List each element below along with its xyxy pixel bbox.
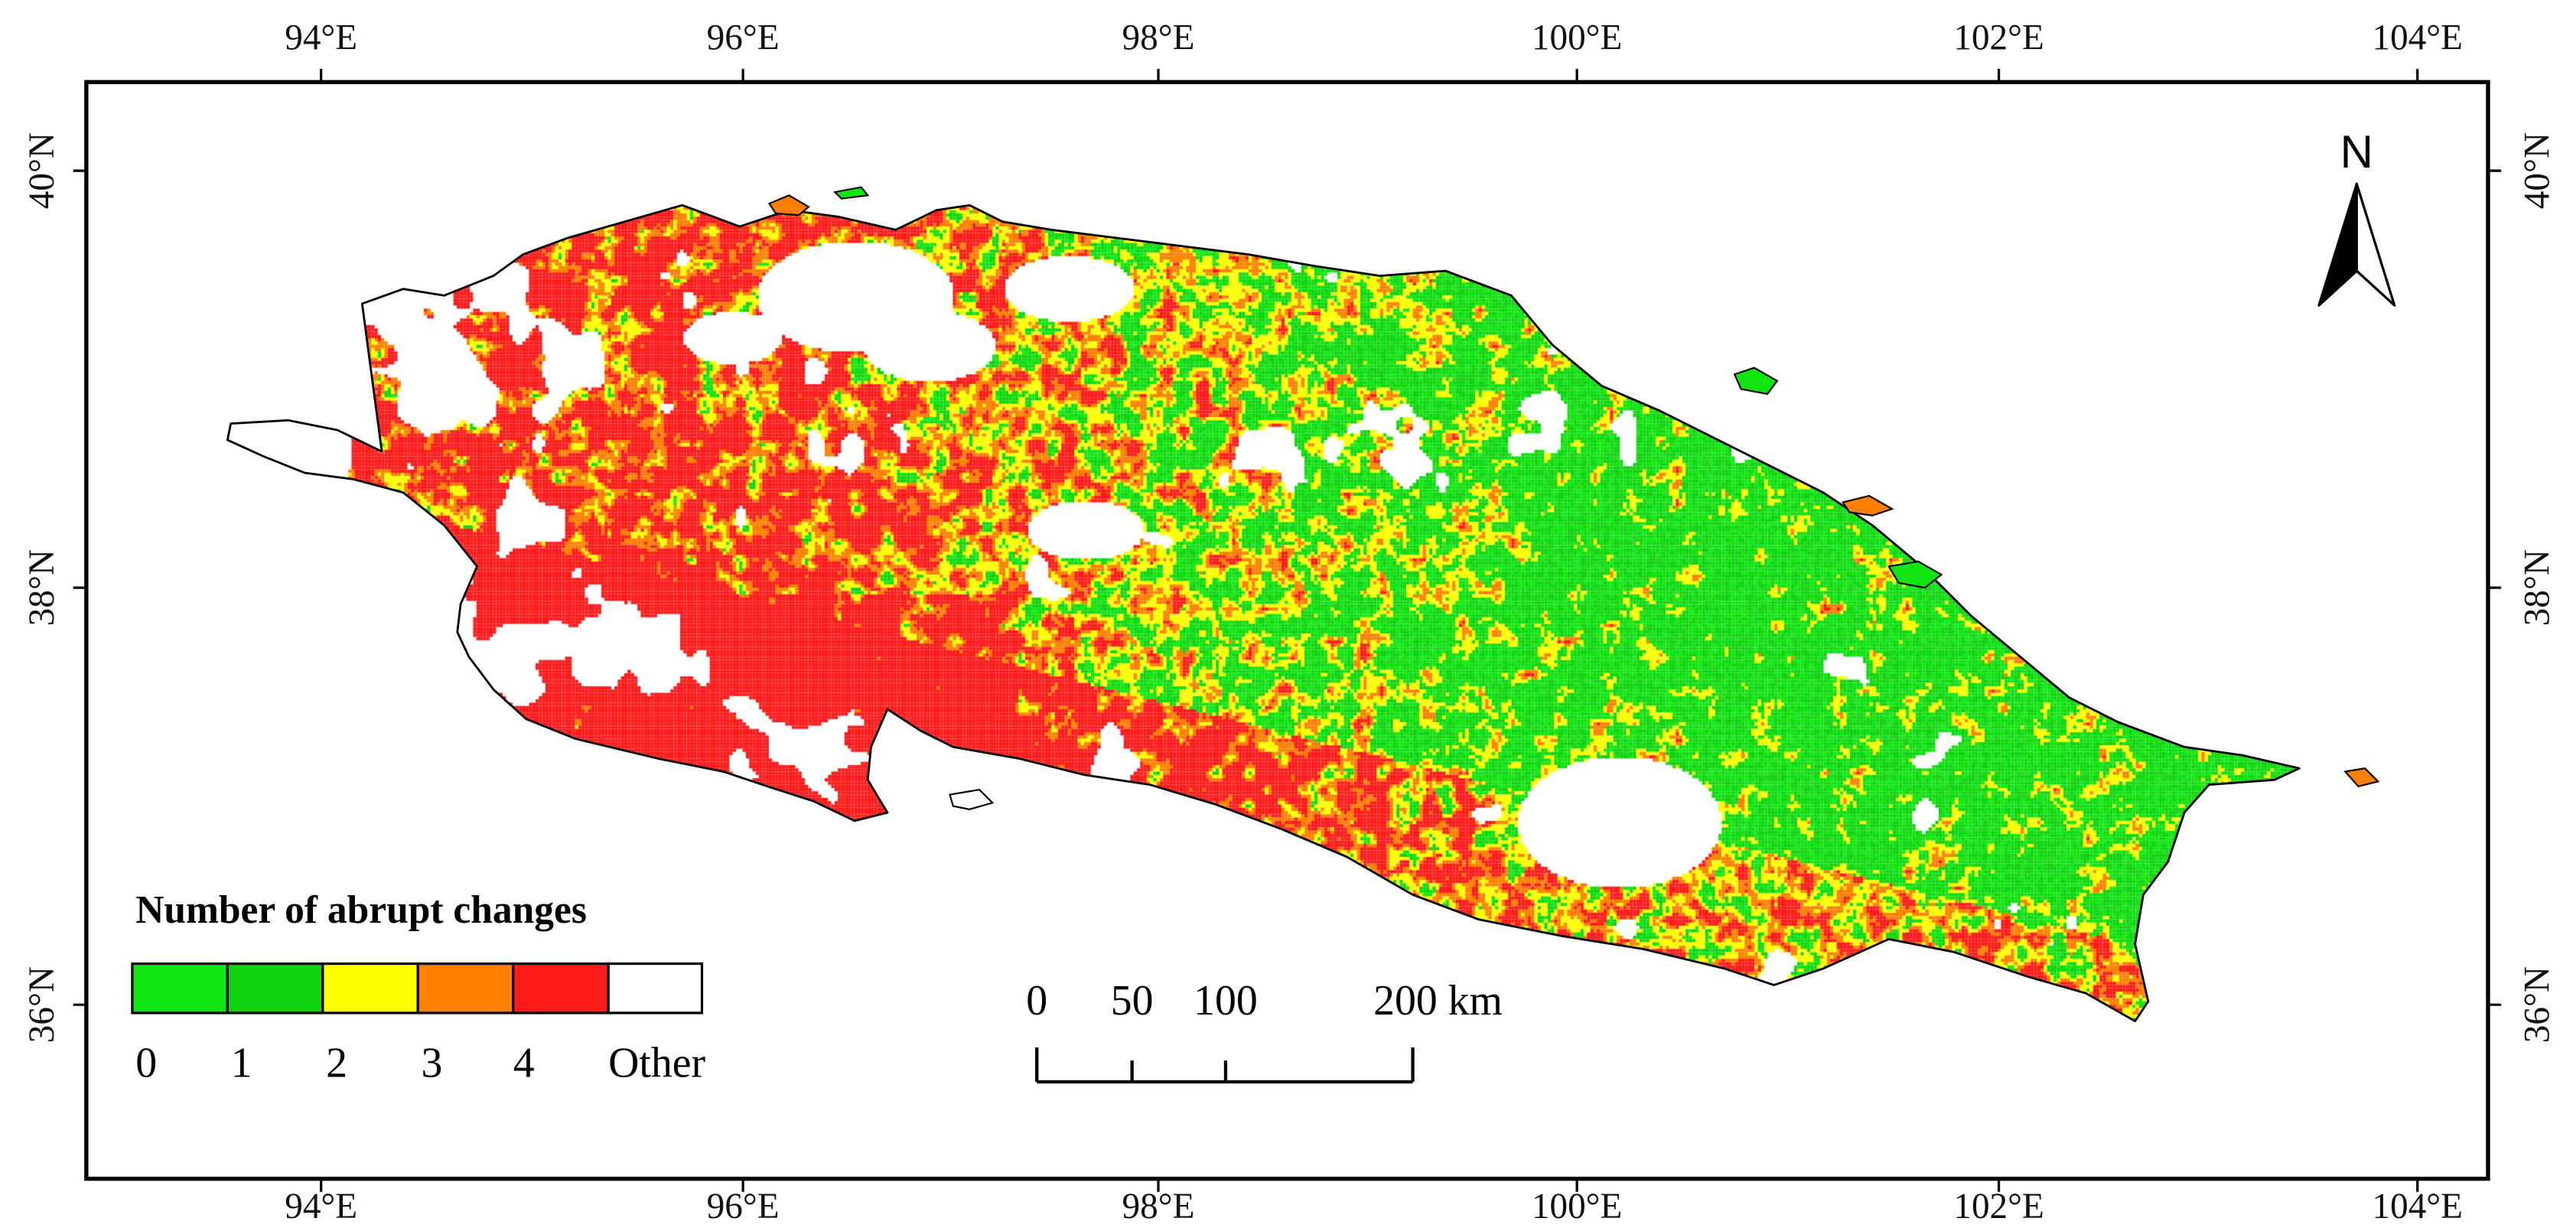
longitude-label: 96°E: [707, 18, 780, 57]
longitude-label: 94°E: [285, 18, 357, 57]
legend-label: 3: [422, 1040, 443, 1087]
scale-bar-line: [1035, 1047, 1415, 1084]
map-frame: [84, 80, 2490, 1181]
legend-label: 2: [326, 1040, 347, 1087]
latitude-label: 40°N: [2517, 132, 2557, 209]
legend-swatch: [607, 962, 704, 1015]
legend-swatch: [512, 962, 610, 1015]
legend-swatch: [131, 962, 229, 1015]
island: [767, 194, 810, 217]
latitude-label: 38°N: [2517, 549, 2557, 626]
legend-swatch: [226, 962, 324, 1015]
longitude-label: 104°E: [2372, 1187, 2463, 1226]
longitude-label: 100°E: [1532, 18, 1622, 57]
longitude-label: 98°E: [1122, 1187, 1195, 1226]
north-arrow-right-half: [2355, 182, 2396, 307]
legend-label: Other: [608, 1040, 705, 1087]
scale-label: 0: [1026, 977, 1047, 1024]
scale-label: 50: [1111, 977, 1154, 1024]
island: [949, 788, 995, 810]
legend-swatch: [321, 962, 419, 1015]
latitude-label: 36°N: [22, 966, 62, 1043]
scale-label: 200 km: [1373, 977, 1503, 1024]
right-latitude-labels: 40°N 38°N 36°N: [2517, 132, 2557, 1043]
legend: Number of abrupt changes 0 1 2 3 4 Other: [131, 888, 706, 1087]
north-label: N: [2340, 126, 2373, 178]
latitude-label: 40°N: [22, 132, 62, 209]
latitude-label: 36°N: [2517, 966, 2557, 1043]
legend-label: 1: [231, 1040, 252, 1087]
island: [1887, 560, 1943, 589]
island-patches: [767, 186, 2380, 810]
island: [1733, 366, 1779, 396]
legend-swatches: [131, 962, 704, 1015]
longitude-label: 104°E: [2372, 18, 2463, 57]
longitude-label: 96°E: [707, 1187, 780, 1226]
longitude-label: 94°E: [285, 1187, 357, 1226]
longitude-label: 102°E: [1953, 18, 2044, 57]
scale-label: 100: [1194, 977, 1258, 1024]
latitude-label: 38°N: [22, 549, 62, 626]
north-arrow-left-half: [2317, 182, 2358, 307]
legend-label: 0: [135, 1040, 157, 1087]
legend-swatch: [416, 962, 515, 1015]
longitude-label: 100°E: [1532, 1187, 1622, 1226]
scale-bar: 0 50 100 200 km: [1026, 977, 1503, 1084]
region-boundary: [226, 204, 2301, 1023]
bottom-longitude-labels: 94°E 96°E 98°E 100°E 102°E 104°E: [285, 1187, 2463, 1226]
longitude-label: 98°E: [1122, 18, 1195, 57]
north-arrow: N: [2317, 126, 2396, 307]
left-latitude-labels: 40°N 38°N 36°N: [22, 132, 62, 1043]
legend-label: 4: [513, 1040, 535, 1087]
longitude-label: 102°E: [1953, 1187, 2044, 1226]
legend-title: Number of abrupt changes: [135, 888, 587, 932]
frame-ticks: [73, 69, 2502, 1192]
top-longitude-labels: 94°E 96°E 98°E 100°E 102°E 104°E: [285, 18, 2463, 57]
island: [1842, 494, 1894, 516]
island: [2343, 767, 2380, 787]
island: [833, 186, 870, 200]
